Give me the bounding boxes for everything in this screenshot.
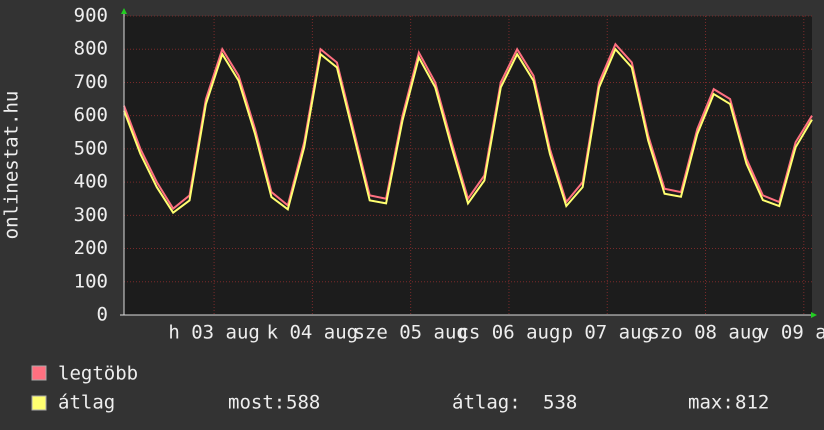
x-tick-label: p 07 aug bbox=[561, 322, 653, 344]
stat-value: 588 bbox=[286, 392, 320, 414]
x-tick-label: szo 08 aug bbox=[648, 322, 762, 344]
y-tick-label: 200 bbox=[74, 237, 108, 259]
y-tick-label: 300 bbox=[74, 204, 108, 226]
x-tick-label: v 09 aug bbox=[758, 322, 824, 344]
x-tick-label: k 04 aug bbox=[267, 322, 359, 344]
y-tick-label: 700 bbox=[74, 71, 108, 93]
stat-value: 538 bbox=[543, 392, 577, 414]
y-tick-label: 900 bbox=[74, 5, 108, 27]
legend-label: átlag bbox=[58, 392, 115, 414]
stat-label: átlag: bbox=[452, 392, 521, 414]
stat-value: 812 bbox=[735, 392, 769, 414]
y-tick-label: 100 bbox=[74, 270, 108, 292]
legend-swatch bbox=[31, 365, 47, 381]
plot-area bbox=[124, 16, 812, 315]
legend-label: legtöbb bbox=[58, 363, 138, 385]
y-tick-label: 600 bbox=[74, 104, 108, 126]
y-tick-label: 0 bbox=[97, 304, 108, 326]
axis-arrow bbox=[811, 312, 817, 318]
y-axis-label: onlinestat.hu bbox=[1, 91, 23, 240]
axis-arrow bbox=[121, 8, 127, 14]
x-tick-label: sze 05 aug bbox=[353, 322, 467, 344]
y-tick-label: 500 bbox=[74, 137, 108, 159]
y-tick-label: 800 bbox=[74, 38, 108, 60]
y-tick-label: 400 bbox=[74, 171, 108, 193]
stat-label: max: bbox=[688, 392, 734, 414]
series-line bbox=[123, 47, 813, 215]
series-line bbox=[123, 42, 813, 211]
legend-swatch bbox=[31, 395, 47, 411]
x-tick-label: cs 06 aug bbox=[457, 322, 560, 344]
stat-label: most: bbox=[228, 392, 285, 414]
x-tick-label: h 03 aug bbox=[168, 322, 260, 344]
